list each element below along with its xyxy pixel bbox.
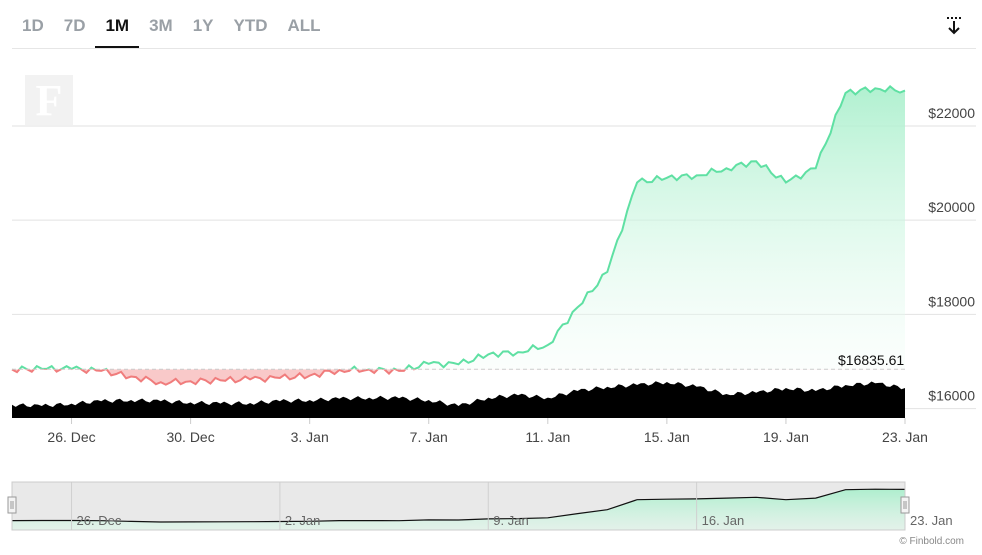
price-areas: [12, 86, 905, 385]
volume-bars: [12, 381, 905, 418]
up-area: [19, 86, 905, 370]
x-tick-label: 7. Jan: [410, 429, 448, 445]
down-line: [11, 369, 417, 386]
navigator-line: [11, 488, 906, 523]
navigator-tick-label: 26. Dec: [77, 513, 122, 528]
range-tabs: 1D 7D 1M 3M 1Y YTD ALL: [12, 6, 331, 48]
y-tick-label: $20000: [928, 199, 975, 215]
x-tick-label: 11. Jan: [525, 429, 570, 445]
tabs-divider: [12, 48, 976, 49]
download-icon[interactable]: [944, 15, 964, 37]
x-tick-label: 15. Jan: [644, 429, 690, 445]
x-tick-label: 30. Dec: [166, 429, 214, 445]
navigator-handle-right[interactable]: [900, 496, 910, 514]
tab-1m[interactable]: 1M: [95, 6, 140, 48]
x-axis: 26. Dec 30. Dec 3. Jan 7. Jan 11. Jan 15. Jan…: [47, 418, 928, 445]
navigator-tick-label: 9. Jan: [493, 513, 528, 528]
x-tick-label: 3. Jan: [291, 429, 329, 445]
tab-1d[interactable]: 1D: [22, 16, 44, 35]
tab-1y[interactable]: 1Y: [192, 16, 214, 35]
tab-ytd[interactable]: YTD: [233, 16, 268, 35]
baseline: $16835.61: [12, 352, 905, 370]
x-tick-label: 19. Jan: [763, 429, 809, 445]
navigator[interactable]: 26. Dec 2. Jan 9. Jan 16. Jan 23. Jan: [7, 481, 953, 531]
navigator-tick-label: 2. Jan: [285, 513, 320, 528]
svg-text:F: F: [36, 76, 63, 125]
baseline-label: $16835.61: [838, 352, 904, 368]
y-tick-label: $18000: [928, 293, 975, 309]
navigator-tick-label: 16. Jan: [702, 513, 745, 528]
tab-3m[interactable]: 3M: [149, 16, 173, 35]
tab-7d[interactable]: 7D: [63, 16, 86, 35]
y-tick-label: $16000: [928, 388, 975, 404]
volume-area: [12, 381, 905, 418]
price-lines: [11, 85, 906, 386]
credit-text: © Finbold.com: [899, 536, 964, 547]
navigator-handle-left[interactable]: [7, 496, 17, 514]
y-tick-label: $22000: [928, 105, 975, 121]
y-axis: $16000 $18000 $20000 $22000: [928, 105, 975, 404]
x-tick-label: 23. Jan: [882, 429, 928, 445]
up-line: [12, 85, 906, 370]
tab-all[interactable]: ALL: [287, 16, 321, 35]
x-tick-label: 26. Dec: [47, 429, 95, 445]
finbold-logo: F: [25, 75, 73, 125]
navigator-tick-label: 23. Jan: [910, 513, 953, 528]
